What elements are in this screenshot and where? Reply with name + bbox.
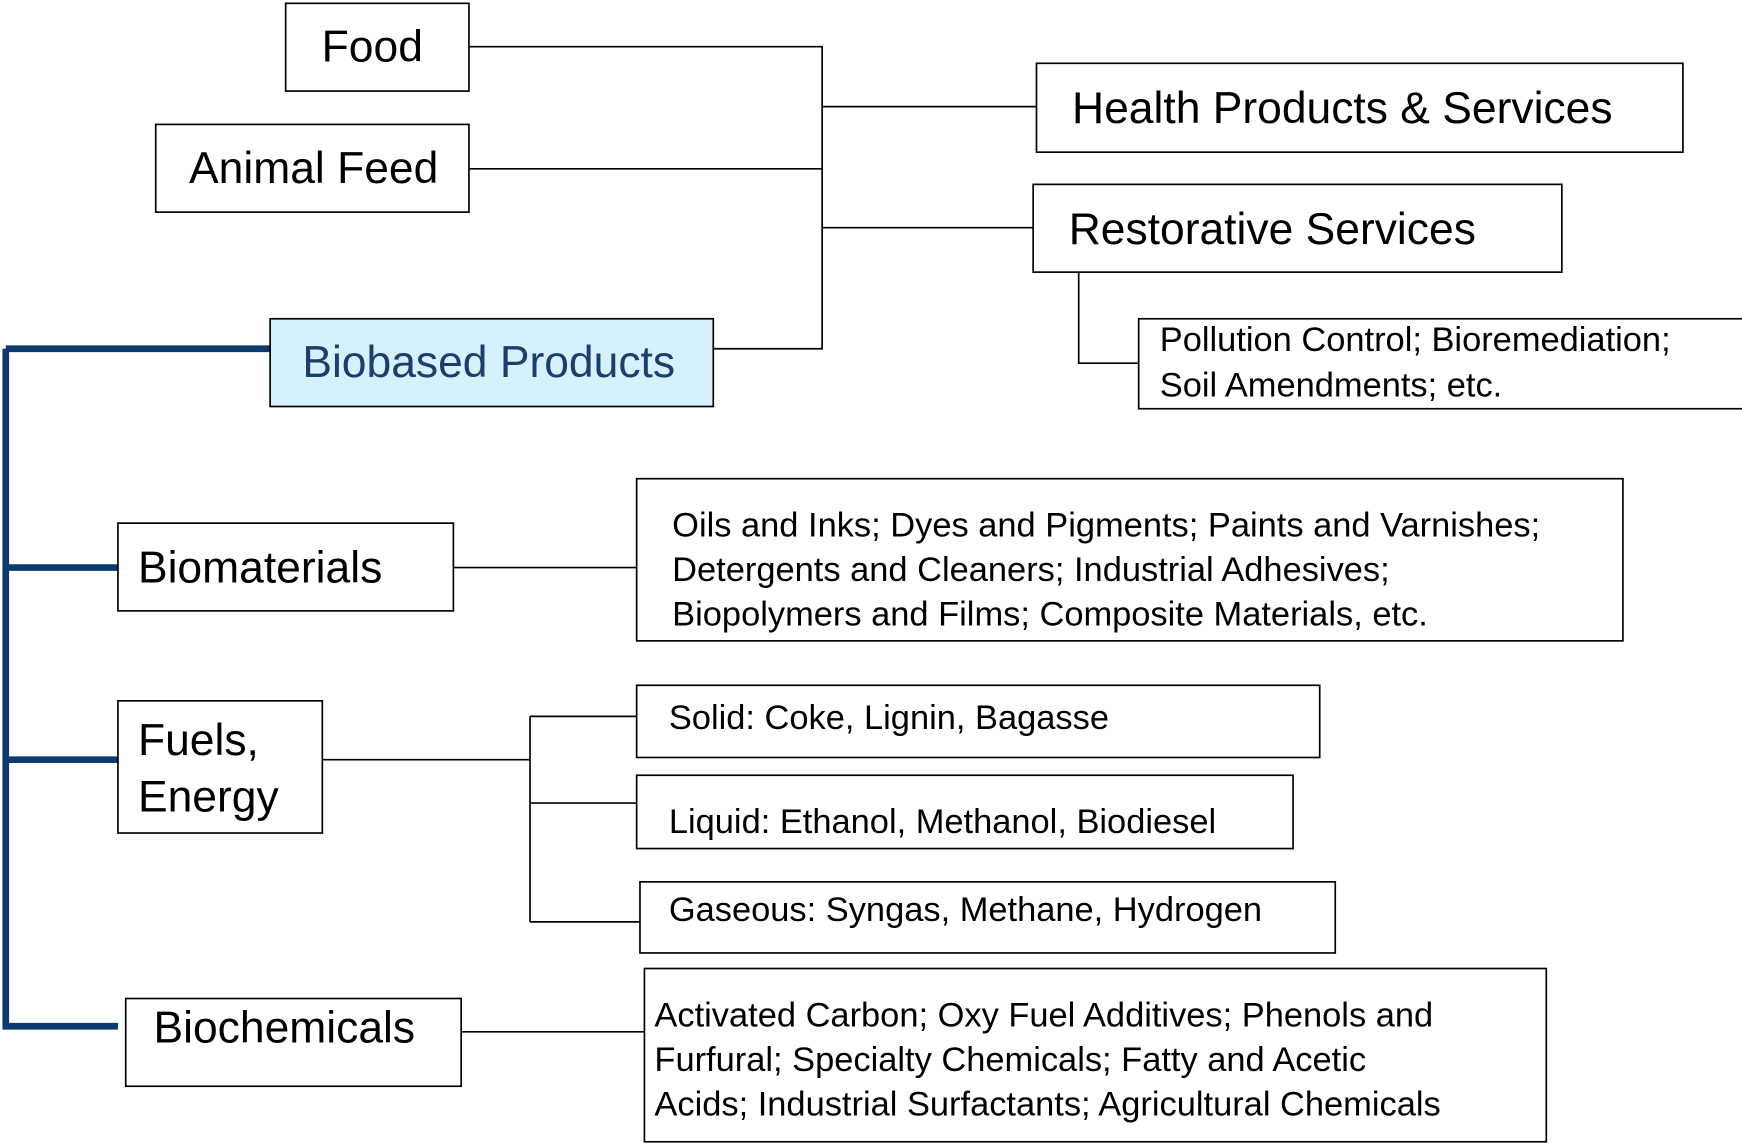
node-label: Biomaterials <box>138 544 382 593</box>
connector <box>322 566 645 1033</box>
node-label: Liquid: Ethanol, Methanol, Biodiesel <box>669 803 1216 841</box>
node-line: Fuels, <box>138 716 259 765</box>
node-box <box>269 317 715 408</box>
node-box <box>124 997 462 1088</box>
node-line: Oils and Inks; Dyes and Pigments; Paints… <box>672 507 1540 545</box>
node-label: Food <box>322 23 423 72</box>
node-box <box>117 522 455 612</box>
node-label: Gaseous: Syngas, Methane, Hydrogen <box>669 891 1262 929</box>
connector <box>468 45 1139 365</box>
node-label: Biobased Products <box>302 338 675 387</box>
node-box <box>635 774 1294 850</box>
node-line: Biopolymers and Films; Composite Materia… <box>672 596 1428 634</box>
main-branch <box>2 345 271 1030</box>
node-box <box>635 684 1321 759</box>
node-box <box>639 881 1337 954</box>
node-box <box>154 123 470 213</box>
node-line: Detergents and Cleaners; Industrial Adhe… <box>672 551 1390 589</box>
node-box <box>643 967 1548 1143</box>
node-box <box>284 2 470 92</box>
node-line: Activated Carbon; Oxy Fuel Additives; Ph… <box>654 996 1433 1034</box>
connectors <box>2 45 1139 1033</box>
node-label: Biochemicals <box>154 1003 416 1052</box>
node-box <box>1032 183 1563 273</box>
node-line: Furfural; Specialty Chemicals; Fatty and… <box>654 1041 1366 1079</box>
node-box <box>1137 317 1742 410</box>
node-box <box>1035 62 1684 153</box>
node-line: Acids; Industrial Surfactants; Agricultu… <box>654 1085 1440 1123</box>
node-label: Solid: Coke, Lignin, Bagasse <box>669 699 1109 737</box>
node-label: Health Products & Services <box>1072 84 1613 133</box>
node-label: Animal Feed <box>189 144 438 193</box>
node-label: Restorative Services <box>1069 205 1476 254</box>
node-line: Pollution Control; Bioremediation; <box>1160 321 1671 359</box>
node-box <box>635 477 1624 642</box>
node-line: Soil Amendments; etc. <box>1160 367 1502 405</box>
node-box <box>117 700 324 834</box>
node-line: Energy <box>138 772 279 821</box>
